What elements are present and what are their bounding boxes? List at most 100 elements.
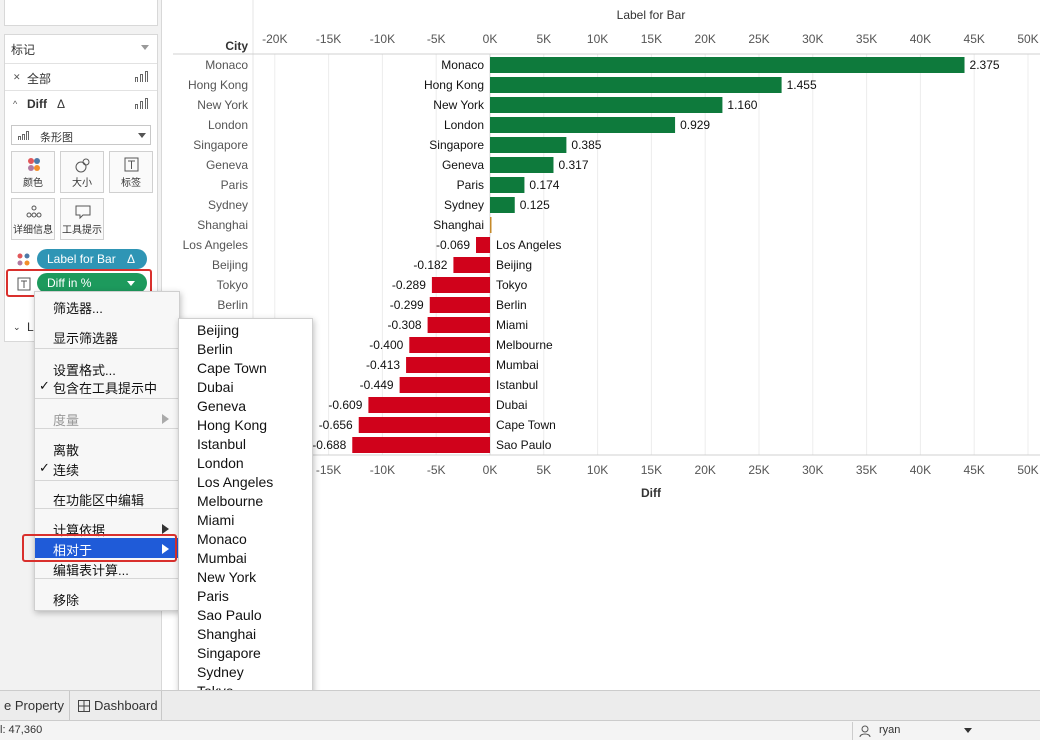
- bar: [490, 57, 965, 73]
- submenu-city-item[interactable]: Dubai: [197, 379, 234, 395]
- submenu-city-item[interactable]: Monaco: [197, 531, 247, 547]
- submenu-city-item[interactable]: Singapore: [197, 645, 261, 661]
- bar-city-label: Hong Kong: [424, 78, 484, 92]
- expand-arrow-icon[interactable]: ✕: [13, 72, 21, 82]
- delta-icon: Δ: [127, 252, 136, 266]
- submenu-city-item[interactable]: Sao Paulo: [197, 607, 262, 623]
- x-tick-label-bottom: 15K: [641, 463, 662, 477]
- bar-value-label: 0.174: [529, 178, 559, 192]
- submenu-city-item[interactable]: Shanghai: [197, 626, 257, 642]
- bar-city-label: Geneva: [442, 158, 484, 172]
- text-icon: [17, 277, 31, 291]
- submenu-city-item[interactable]: Hong Kong: [197, 417, 268, 433]
- tooltip-icon: [75, 205, 91, 220]
- tooltip-button[interactable]: 工具提示: [60, 198, 104, 240]
- x-tick-label-top: -10K: [370, 32, 395, 46]
- marks-all-row[interactable]: ✕ 全部: [5, 63, 157, 89]
- menu-separator: [35, 578, 179, 579]
- bar-city-label: Cape Town: [496, 418, 556, 432]
- bar: [358, 417, 490, 433]
- collapse-arrow-icon[interactable]: ^: [13, 99, 18, 109]
- x-tick-label-bottom: 10K: [587, 463, 608, 477]
- bar-chart-icon: [135, 71, 149, 82]
- submenu-city-item[interactable]: New York: [197, 569, 257, 585]
- expand-arrow-icon[interactable]: ⌄: [13, 322, 21, 332]
- label-for-bar-pill-text: Label for Bar: [47, 252, 116, 266]
- tab-property[interactable]: e Property: [0, 691, 70, 721]
- context-menu-item[interactable]: 移除: [35, 588, 179, 608]
- bar-city-label: Dubai: [496, 398, 527, 412]
- context-menu-item[interactable]: ✓ 连续: [35, 458, 179, 478]
- context-menu-item: 度量: [35, 408, 179, 428]
- bar-city-label: Sydney: [444, 198, 484, 212]
- context-menu-item[interactable]: 设置格式...: [35, 358, 179, 378]
- label-for-bar-pill[interactable]: Label for Bar Δ: [37, 249, 147, 269]
- x-tick-label-top: -5K: [427, 32, 446, 46]
- row-city-label: Sydney: [208, 198, 248, 212]
- context-menu-item[interactable]: 编辑表计算...: [35, 558, 179, 578]
- x-tick-label-top: 45K: [964, 32, 985, 46]
- submenu-city-item[interactable]: Cape Town: [197, 360, 267, 376]
- context-menu-item-label: 设置格式...: [53, 363, 116, 378]
- bar-city-label: Beijing: [496, 258, 532, 272]
- context-menu-item-label: 度量: [53, 413, 80, 428]
- mark-type-value: 条形图: [40, 132, 73, 144]
- detail-button[interactable]: 详细信息: [11, 198, 55, 240]
- record-count: l: 47,360: [0, 724, 43, 736]
- submenu-city-item[interactable]: Geneva: [197, 398, 247, 414]
- tab-dashboard[interactable]: Dashboard: [70, 691, 162, 721]
- submenu-city-item[interactable]: Mumbai: [197, 550, 247, 566]
- context-menu-item-label: 连续: [53, 463, 80, 478]
- marks-diff-row[interactable]: ^ Diff Δ: [5, 90, 157, 116]
- bar: [490, 137, 567, 153]
- bar: [431, 277, 490, 293]
- submenu-city-item[interactable]: Los Angeles: [197, 474, 274, 490]
- bar-city-label: Miami: [496, 318, 528, 332]
- marks-menu-arrow-icon[interactable]: [141, 45, 149, 50]
- submenu-city-item[interactable]: Miami: [197, 512, 235, 528]
- context-menu-item[interactable]: 离散: [35, 438, 179, 458]
- bar-city-label: Melbourne: [496, 338, 553, 352]
- submenu-city-item[interactable]: Beijing: [197, 322, 240, 338]
- context-menu-item[interactable]: 筛选器...: [35, 296, 179, 316]
- row-city-label: Geneva: [206, 158, 248, 172]
- detail-icon: [26, 205, 42, 218]
- marks-diff-label: Diff: [27, 97, 47, 111]
- user-menu[interactable]: ryan: [852, 722, 978, 740]
- size-button[interactable]: 大小: [60, 151, 104, 193]
- x-tick-label-bottom: -15K: [316, 463, 341, 477]
- x-tick-label-top: 30K: [802, 32, 823, 46]
- submenu-arrow-icon: [162, 524, 169, 534]
- bar: [490, 197, 515, 213]
- dashboard-icon: [78, 700, 90, 712]
- submenu-city-item[interactable]: Berlin: [197, 341, 233, 357]
- mark-type-select[interactable]: 条形图: [11, 125, 151, 145]
- x-tick-label-bottom: 45K: [964, 463, 985, 477]
- relative-to-highlight-box: [22, 534, 177, 562]
- bar: [352, 437, 490, 453]
- context-menu-item[interactable]: 在功能区中编辑: [35, 488, 179, 508]
- submenu-city-item[interactable]: Melbourne: [197, 493, 264, 509]
- diff-in-percent-pill[interactable]: Diff in %: [37, 273, 147, 293]
- bar-chart-icon: [135, 98, 149, 109]
- submenu-city-item[interactable]: Sydney: [197, 664, 244, 680]
- text-icon: [124, 157, 139, 172]
- x-tick-label-bottom: 30K: [802, 463, 823, 477]
- context-menu-item[interactable]: ✓ 包含在工具提示中: [35, 376, 179, 396]
- submenu-city-item[interactable]: London: [197, 455, 244, 471]
- bar-city-label: Sao Paulo: [496, 438, 552, 452]
- context-menu-item[interactable]: 显示筛选器: [35, 326, 179, 346]
- bar: [476, 237, 490, 253]
- submenu-arrow-icon: [162, 544, 169, 554]
- submenu-arrow-icon: [162, 414, 169, 424]
- submenu-city-item[interactable]: Istanbul: [197, 436, 247, 452]
- color-button[interactable]: 颜色: [11, 151, 55, 193]
- x-tick-label-top: -15K: [316, 32, 341, 46]
- label-button[interactable]: 标签: [109, 151, 153, 193]
- submenu-city-item[interactable]: Paris: [197, 588, 229, 604]
- bar-value-label: -0.289: [392, 278, 426, 292]
- bar: [368, 397, 490, 413]
- context-menu-item[interactable]: 相对于: [35, 538, 179, 558]
- context-menu-item-label: 筛选器...: [53, 301, 103, 316]
- chevron-down-icon[interactable]: [127, 281, 135, 286]
